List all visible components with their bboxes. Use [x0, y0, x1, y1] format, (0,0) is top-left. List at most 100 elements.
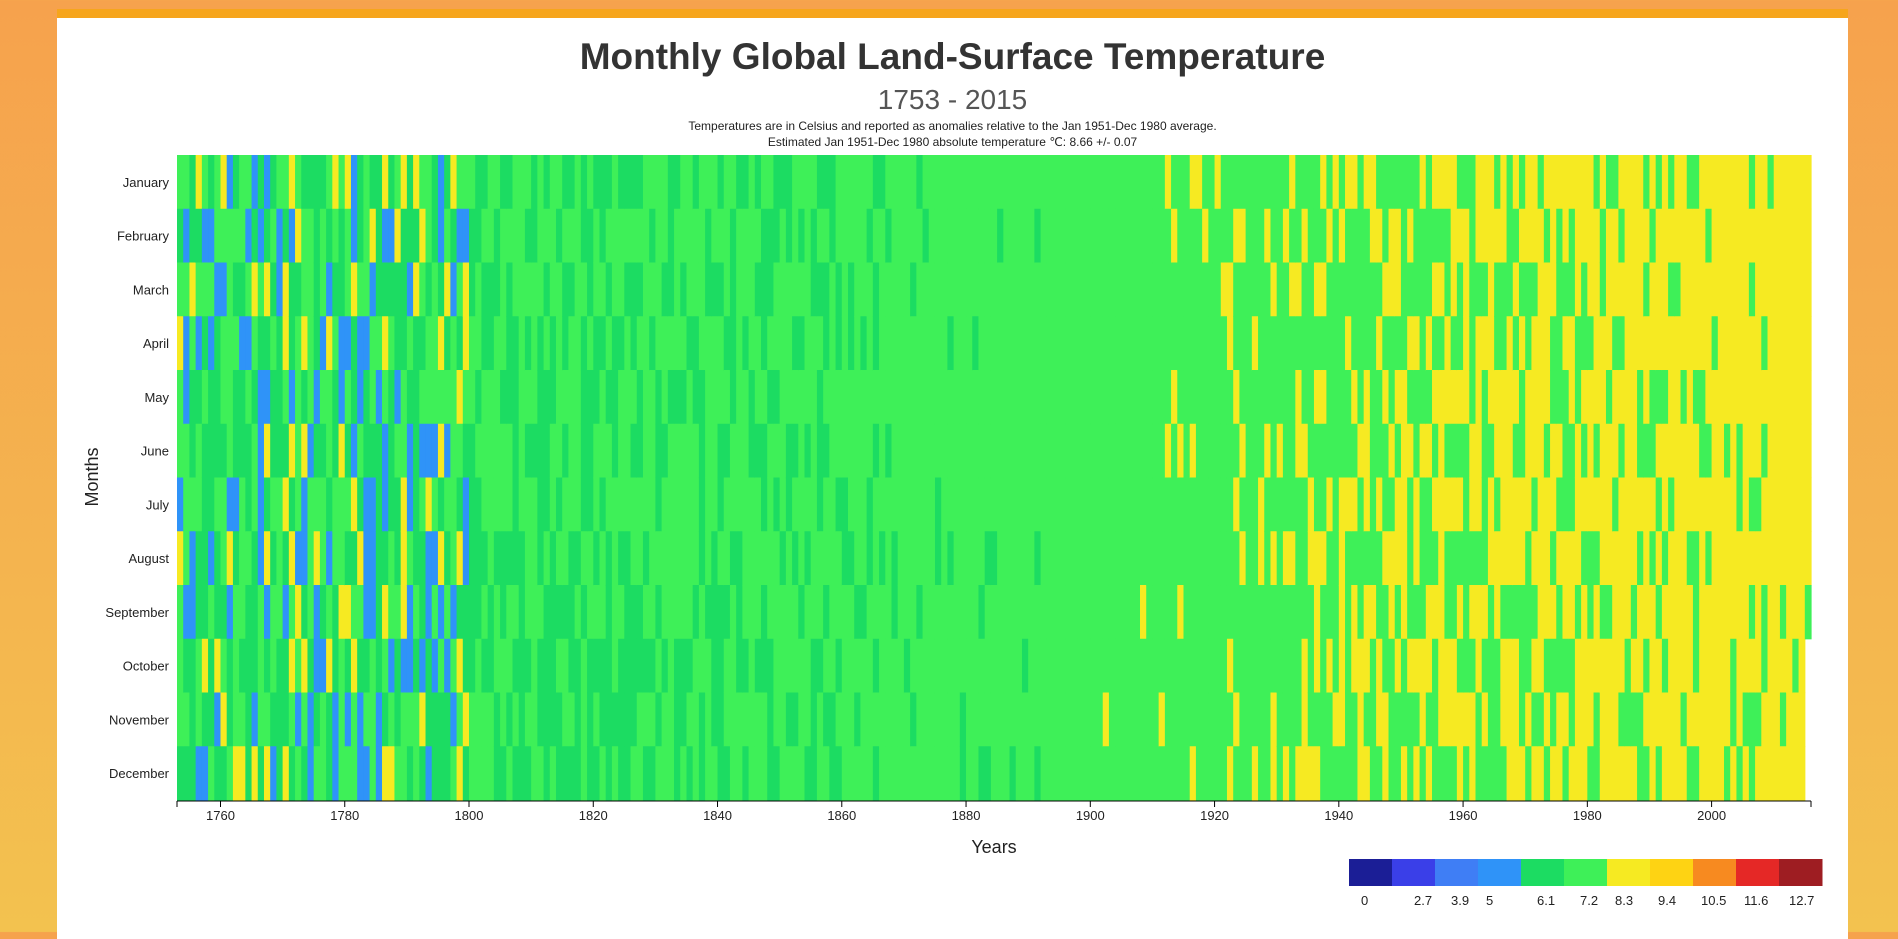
- heatmap-cell: [897, 316, 905, 371]
- heatmap-cell: [1568, 423, 1576, 479]
- heatmap-cell: [1630, 585, 1638, 640]
- heatmap-cell: [1487, 638, 1495, 694]
- heatmap-cell: [879, 746, 886, 801]
- heatmap-cell: [941, 585, 948, 640]
- heatmap-cell: [860, 262, 868, 317]
- heatmap-cell: [555, 208, 563, 264]
- heatmap-cell: [1500, 531, 1508, 586]
- heatmap-cell: [375, 262, 383, 317]
- heatmap-cell: [1313, 370, 1321, 425]
- heatmap-cell: [941, 155, 948, 210]
- heatmap-cell: [1177, 208, 1185, 264]
- heatmap-cell: [301, 746, 309, 801]
- heatmap-cell: [1326, 692, 1334, 747]
- heatmap-cell: [276, 638, 284, 694]
- heatmap-cell: [773, 692, 781, 747]
- heatmap-cell: [1307, 477, 1315, 532]
- heatmap-cell: [953, 262, 961, 317]
- heatmap-cell: [1556, 746, 1564, 801]
- heatmap-cell: [1661, 423, 1669, 479]
- heatmap-cell: [270, 638, 277, 694]
- heatmap-cell: [1450, 746, 1458, 801]
- heatmap-cell: [705, 262, 712, 317]
- heatmap-cell: [891, 585, 899, 640]
- heatmap-cell: [1233, 155, 1241, 210]
- heatmap-cell: [288, 692, 296, 747]
- heatmap-cell: [1755, 585, 1762, 640]
- heatmap-cell: [195, 638, 203, 694]
- heatmap-cell: [990, 262, 998, 317]
- heatmap-cell: [835, 262, 843, 317]
- heatmap-cell: [1543, 585, 1551, 640]
- heatmap-cell: [1724, 208, 1731, 264]
- heatmap-cell: [1357, 316, 1365, 371]
- heatmap-cell: [1226, 423, 1234, 479]
- heatmap-cell: [1779, 477, 1787, 532]
- heatmap-cell: [1562, 585, 1570, 640]
- heatmap-cell: [276, 316, 284, 371]
- heatmap-cell: [400, 262, 408, 317]
- heatmap-cell: [1767, 531, 1775, 586]
- heatmap-cell: [1140, 423, 1147, 479]
- heatmap-cell: [798, 585, 806, 640]
- heatmap-cell: [1071, 370, 1079, 425]
- heatmap-cell: [1220, 208, 1228, 264]
- heatmap-cell: [431, 155, 439, 210]
- heatmap-cell: [307, 370, 315, 425]
- heatmap-cell: [1512, 262, 1520, 317]
- heatmap-cell: [953, 155, 961, 210]
- heatmap-cell: [910, 692, 917, 747]
- heatmap-cell: [1525, 423, 1533, 479]
- heatmap-cell: [208, 692, 215, 747]
- heatmap-cell: [469, 316, 476, 371]
- heatmap-cell: [848, 316, 855, 371]
- heatmap-cell: [1773, 746, 1781, 801]
- heatmap-cell: [1804, 208, 1812, 264]
- heatmap-cell: [1226, 262, 1234, 317]
- heatmap-cell: [1748, 423, 1756, 479]
- heatmap-cell: [1034, 638, 1042, 694]
- heatmap-cell: [1320, 316, 1327, 371]
- heatmap-cell: [910, 531, 917, 586]
- heatmap-cell: [1450, 262, 1458, 317]
- heatmap-cell: [394, 316, 402, 371]
- heatmap-cell: [1376, 316, 1383, 371]
- heatmap-cell: [375, 155, 383, 210]
- heatmap-cell: [1612, 585, 1619, 640]
- heatmap-cell: [1096, 531, 1104, 586]
- heatmap-cell: [879, 638, 886, 694]
- heatmap-cell: [885, 531, 893, 586]
- heatmap-cell: [226, 638, 234, 694]
- heatmap-cell: [1376, 423, 1383, 479]
- heatmap-cell: [835, 423, 843, 479]
- heatmap-cell: [1755, 262, 1762, 317]
- heatmap-cell: [1475, 370, 1483, 425]
- heatmap-cell: [1400, 208, 1408, 264]
- heatmap-cell: [487, 208, 495, 264]
- heatmap-cell: [1400, 746, 1408, 801]
- heatmap-cell: [1717, 316, 1725, 371]
- heatmap-cell: [1512, 585, 1520, 640]
- heatmap-cell: [711, 692, 719, 747]
- heatmap-cell: [1220, 638, 1228, 694]
- heatmap-cell: [1338, 423, 1346, 479]
- heatmap-cell: [1630, 746, 1638, 801]
- heatmap-cell: [959, 692, 967, 747]
- heatmap-cell: [1053, 585, 1060, 640]
- heatmap-cell: [1444, 423, 1452, 479]
- heatmap-cell: [1568, 746, 1576, 801]
- heatmap-cell: [201, 155, 209, 210]
- heatmap-cell: [1518, 208, 1526, 264]
- heatmap-cell: [469, 585, 476, 640]
- heatmap-cell: [1543, 316, 1551, 371]
- heatmap-cell: [655, 477, 663, 532]
- heatmap-cell: [624, 585, 632, 640]
- heatmap-cell: [841, 316, 849, 371]
- heatmap-cell: [1195, 638, 1203, 694]
- heatmap-cell: [1779, 585, 1787, 640]
- heatmap-cell: [1494, 370, 1501, 425]
- heatmap-cell: [1021, 638, 1029, 694]
- heatmap-cell: [232, 477, 240, 532]
- heatmap-cell: [1351, 477, 1359, 532]
- heatmap-cell: [798, 370, 806, 425]
